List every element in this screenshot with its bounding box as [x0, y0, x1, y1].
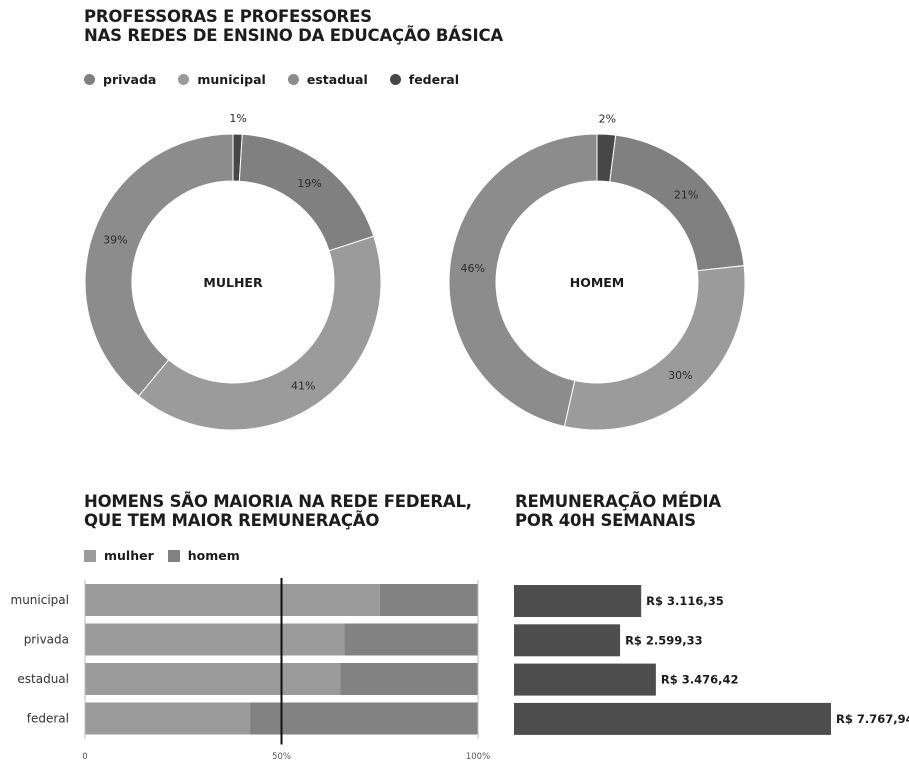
gender-bar-chart: municipal privada estadual federal 0 50% 100%	[11, 578, 490, 762]
donut-label-homem-privada: 21%	[674, 188, 698, 201]
legend-label-homem: homem	[187, 548, 240, 563]
bar-estadual-mulher	[85, 663, 341, 695]
bar-chart-title-line-2: QUE TEM MAIOR REMUNERAÇÃO	[84, 511, 380, 530]
legend-item-mulher: mulher	[84, 548, 154, 563]
legend-item-federal: federal	[389, 72, 459, 87]
legend-swatch-estadual	[287, 74, 299, 85]
salary-value-label-federal: R$ 7.767,94	[836, 712, 909, 726]
main-title-line-1: PROFESSORAS E PROFESSORES	[84, 7, 372, 26]
legend-swatch-homem	[167, 549, 180, 562]
legend-item-privada: privada	[84, 72, 156, 87]
bar-legend: mulher homem	[84, 548, 254, 563]
donut-slice-homem-municipal	[563, 265, 746, 431]
salary-value-label-estadual: R$ 3.476,42	[661, 673, 739, 687]
donut-label-mulher-estadual: 39%	[103, 234, 127, 247]
salary-bar-chart: R$ 3.116,35 R$ 2.599,33 R$ 3.476,42 R$ 7.76…	[514, 585, 909, 735]
donut-center-label-mulher: MULHER	[203, 275, 263, 290]
legend-swatch-mulher	[84, 549, 96, 562]
legend-swatch-municipal	[178, 74, 190, 85]
bar-category-label-privada: privada	[24, 633, 69, 647]
bar-category-label-federal: federal	[27, 712, 69, 726]
bar-chart-title: HOMENS SÃO MAIORIA NA REDE FEDERAL, QUE …	[84, 492, 472, 530]
donut-label-homem-estadual: 46%	[461, 262, 485, 275]
bar-estadual-homem	[340, 663, 478, 695]
bar-category-label-municipal: municipal	[11, 593, 69, 607]
bar-federal-mulher	[85, 702, 251, 735]
bar-privada-mulher	[85, 623, 345, 656]
pay-chart-title-line-2: POR 40H SEMANAIS	[515, 511, 696, 530]
salary-bar-privada	[514, 624, 621, 657]
donut-chart-homem: 2% 21% 30% 46% HOMEM	[448, 112, 746, 431]
salary-value-label-privada: R$ 2.599,33	[625, 633, 703, 647]
pay-chart-title: REMUNERAÇÃO MÉDIA POR 40H SEMANAIS	[515, 492, 721, 530]
legend-label-municipal: municipal	[197, 72, 266, 87]
donut-slice-mulher-municipal	[137, 235, 382, 431]
donut-legend: privada municipal estadual federal	[84, 72, 481, 87]
legend-item-homem: homem	[167, 548, 240, 563]
main-title-line-2: NAS REDES DE ENSINO DA EDUCAÇÃO BÁSICA	[84, 26, 503, 45]
legend-label-mulher: mulher	[104, 548, 154, 563]
donut-chart-mulher: 1% 19% 41% 39% MULHER	[84, 112, 382, 431]
bar-tick-label-2: 100%	[466, 752, 490, 762]
donut-slice-homem-estadual	[448, 133, 598, 427]
bar-privada-homem	[344, 623, 478, 656]
bar-federal-homem	[250, 702, 478, 735]
bar-municipal-homem	[379, 584, 478, 616]
donut-slice-homem-privada	[609, 134, 745, 272]
legend-item-municipal: municipal	[178, 72, 266, 87]
donut-label-homem-municipal: 30%	[668, 369, 692, 382]
salary-bar-federal	[514, 702, 831, 735]
bar-tick-label-0: 0	[82, 752, 87, 762]
legend-item-estadual: estadual	[287, 72, 368, 87]
salary-bar-municipal	[514, 585, 642, 617]
pay-chart-title-line-1: REMUNERAÇÃO MÉDIA	[515, 492, 721, 511]
bar-tick-label-1: 50%	[272, 752, 291, 762]
donut-slice-mulher-privada	[238, 133, 375, 252]
bar-chart-title-line-1: HOMENS SÃO MAIORIA NA REDE FEDERAL,	[84, 492, 472, 511]
salary-bar-estadual	[514, 663, 656, 696]
donut-slice-mulher-estadual	[84, 133, 234, 397]
donut-label-homem-federal: 2%	[599, 112, 616, 125]
donut-label-mulher-privada: 19%	[297, 177, 321, 190]
legend-label-privada: privada	[103, 72, 157, 87]
bar-municipal-mulher	[85, 584, 380, 616]
main-title: PROFESSORAS E PROFESSORES NAS REDES DE E…	[84, 7, 503, 45]
legend-label-federal: federal	[408, 72, 459, 87]
legend-label-estadual: estadual	[306, 72, 368, 87]
salary-value-label-municipal: R$ 3.116,35	[646, 594, 724, 608]
donut-label-mulher-municipal: 41%	[291, 379, 315, 392]
legend-swatch-federal	[389, 74, 401, 85]
donut-label-mulher-federal: 1%	[229, 112, 246, 125]
legend-swatch-privada	[84, 74, 95, 85]
bar-category-label-estadual: estadual	[17, 672, 69, 686]
donut-center-label-homem: HOMEM	[570, 275, 625, 290]
